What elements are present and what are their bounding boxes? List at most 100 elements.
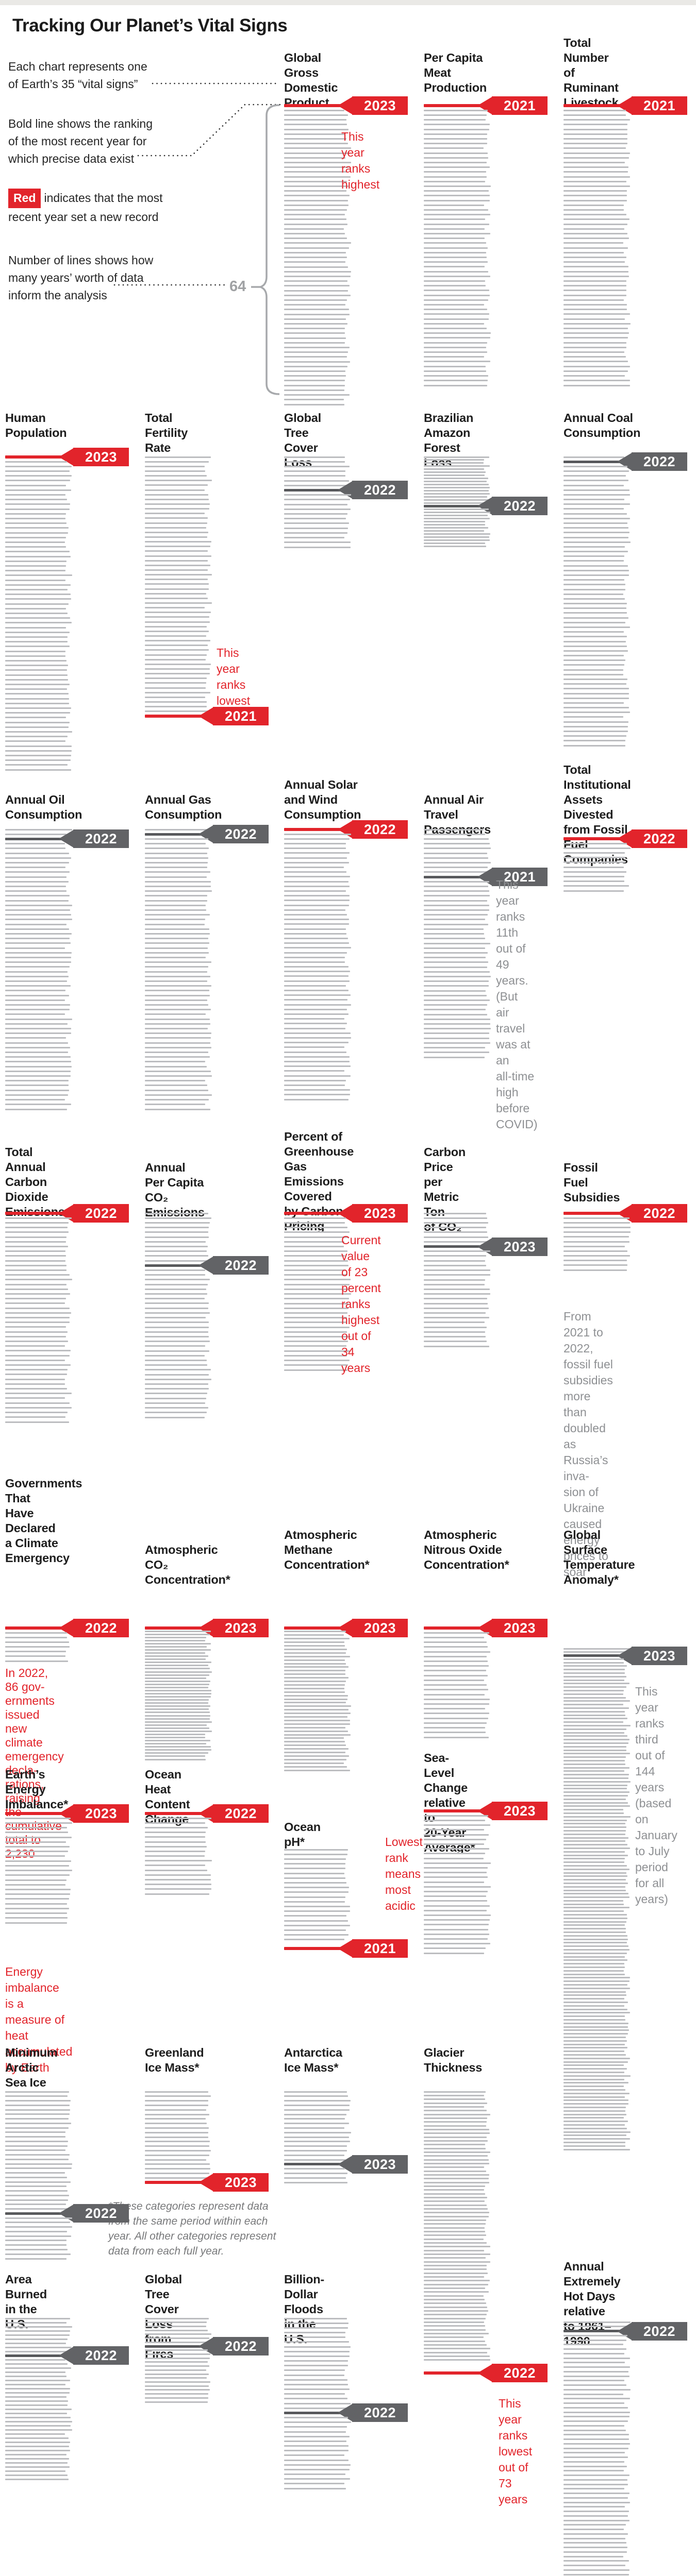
year-line: [564, 238, 629, 239]
year-line: [424, 2095, 484, 2096]
year-line: [5, 693, 69, 694]
year-flag-arrow: [59, 2204, 74, 2223]
year-line: [284, 1766, 347, 1768]
year-line: [5, 556, 71, 557]
year-line: [145, 1746, 211, 1748]
year-line: [5, 2226, 72, 2228]
year-line: [564, 1861, 624, 1863]
year-line: [145, 654, 207, 656]
year-line: [564, 2448, 628, 2449]
year-line: [284, 1752, 345, 1753]
year-line: [564, 1672, 625, 1674]
year-line: [564, 589, 625, 590]
year-line: [424, 2098, 485, 2100]
year-line: [145, 1269, 205, 1271]
year-line: [5, 1898, 69, 1900]
year-line: [145, 1260, 211, 1262]
year-flag: 2022: [73, 2204, 129, 2223]
year-line: [564, 2348, 626, 2350]
page-title: Tracking Our Planet’s Vital Signs: [12, 15, 288, 36]
chart-title: Total Institutional Assets Divested from…: [564, 763, 631, 866]
year-line: [5, 2396, 67, 2398]
year-flag-arrow: [59, 829, 74, 848]
year-line: [424, 1346, 489, 1347]
year-line: [564, 711, 630, 713]
year-line: [145, 456, 211, 458]
year-line: [424, 518, 490, 519]
year-flag: 2021: [492, 96, 548, 115]
year-line: [424, 1886, 491, 1888]
year-line: [424, 2257, 486, 2259]
year-line: [284, 1659, 345, 1661]
year-line: [284, 1741, 345, 1742]
year-line: [5, 622, 72, 623]
year-line: [145, 1023, 210, 1025]
year-line: [424, 110, 488, 111]
year-line: [284, 1770, 350, 1771]
year-line: [564, 313, 630, 315]
year-line: [564, 375, 625, 377]
year-line: [564, 2054, 626, 2056]
year-line: [5, 2109, 70, 2111]
year-line: [424, 1815, 488, 1817]
year-line: [564, 2565, 625, 2566]
year-line: [564, 2124, 625, 2126]
year-line: [564, 1728, 626, 1730]
year-line: [5, 2359, 65, 2361]
year-line: [5, 1345, 65, 1347]
year-line: [284, 1934, 349, 1936]
year-line: [5, 1874, 70, 1876]
year-line: [5, 1104, 71, 1105]
year-line: [5, 2400, 68, 2402]
year-line: [5, 890, 67, 892]
year-line: [145, 1649, 211, 1651]
year-line: [284, 2478, 350, 2480]
year-line: [564, 1812, 624, 1814]
year-line: [424, 853, 487, 854]
year-line: [424, 328, 487, 329]
year-line: [564, 1222, 630, 1224]
year-line: [145, 1665, 208, 1666]
year-line: [145, 2155, 209, 2156]
year-line: [5, 895, 70, 896]
chart-title: Governments That Have Declared a Climate…: [5, 1477, 82, 1565]
year-line: [5, 2376, 67, 2377]
year-line: [424, 2341, 485, 2342]
year-line: [145, 900, 207, 902]
year-line: [5, 1308, 70, 1309]
year-line: [145, 2095, 211, 2097]
year-flag-arrow: [198, 1256, 214, 1275]
year-line: [145, 1028, 208, 1029]
year-line: [145, 2318, 209, 2319]
year-line: [145, 607, 205, 608]
year-line: [5, 489, 71, 491]
year-line: [424, 478, 488, 479]
year-line: [424, 2284, 488, 2285]
year-line: [424, 976, 491, 977]
year-line: [5, 1052, 68, 1053]
year-line: [564, 2145, 625, 2147]
year-line: [284, 485, 351, 486]
year-line: [564, 370, 628, 372]
year-line: [424, 1651, 490, 1653]
year-line: [424, 195, 490, 196]
chart-annotation: Current value of 23 percent ranks highes…: [341, 1233, 381, 1375]
year-line: [424, 2117, 487, 2119]
year-line: [284, 890, 346, 892]
year-line: [424, 1646, 488, 1648]
year-flag: 2022: [73, 829, 129, 848]
year-line: [284, 205, 349, 206]
year-flag-arrow: [198, 707, 214, 725]
year-line: [145, 2381, 210, 2383]
year-line: [424, 1947, 486, 1949]
year-line: [424, 1227, 486, 1228]
year-line: [284, 299, 347, 301]
year-line: [424, 2352, 487, 2353]
year-line: [284, 900, 350, 901]
year-line: [564, 456, 624, 458]
year-line: [145, 1681, 210, 1682]
year-line: [564, 2412, 630, 2413]
chart-annotation: In 2022, 86 gov- ernments issued new cli…: [5, 1666, 64, 1860]
year-line: [145, 905, 206, 906]
labeled-year-line: [145, 715, 215, 718]
